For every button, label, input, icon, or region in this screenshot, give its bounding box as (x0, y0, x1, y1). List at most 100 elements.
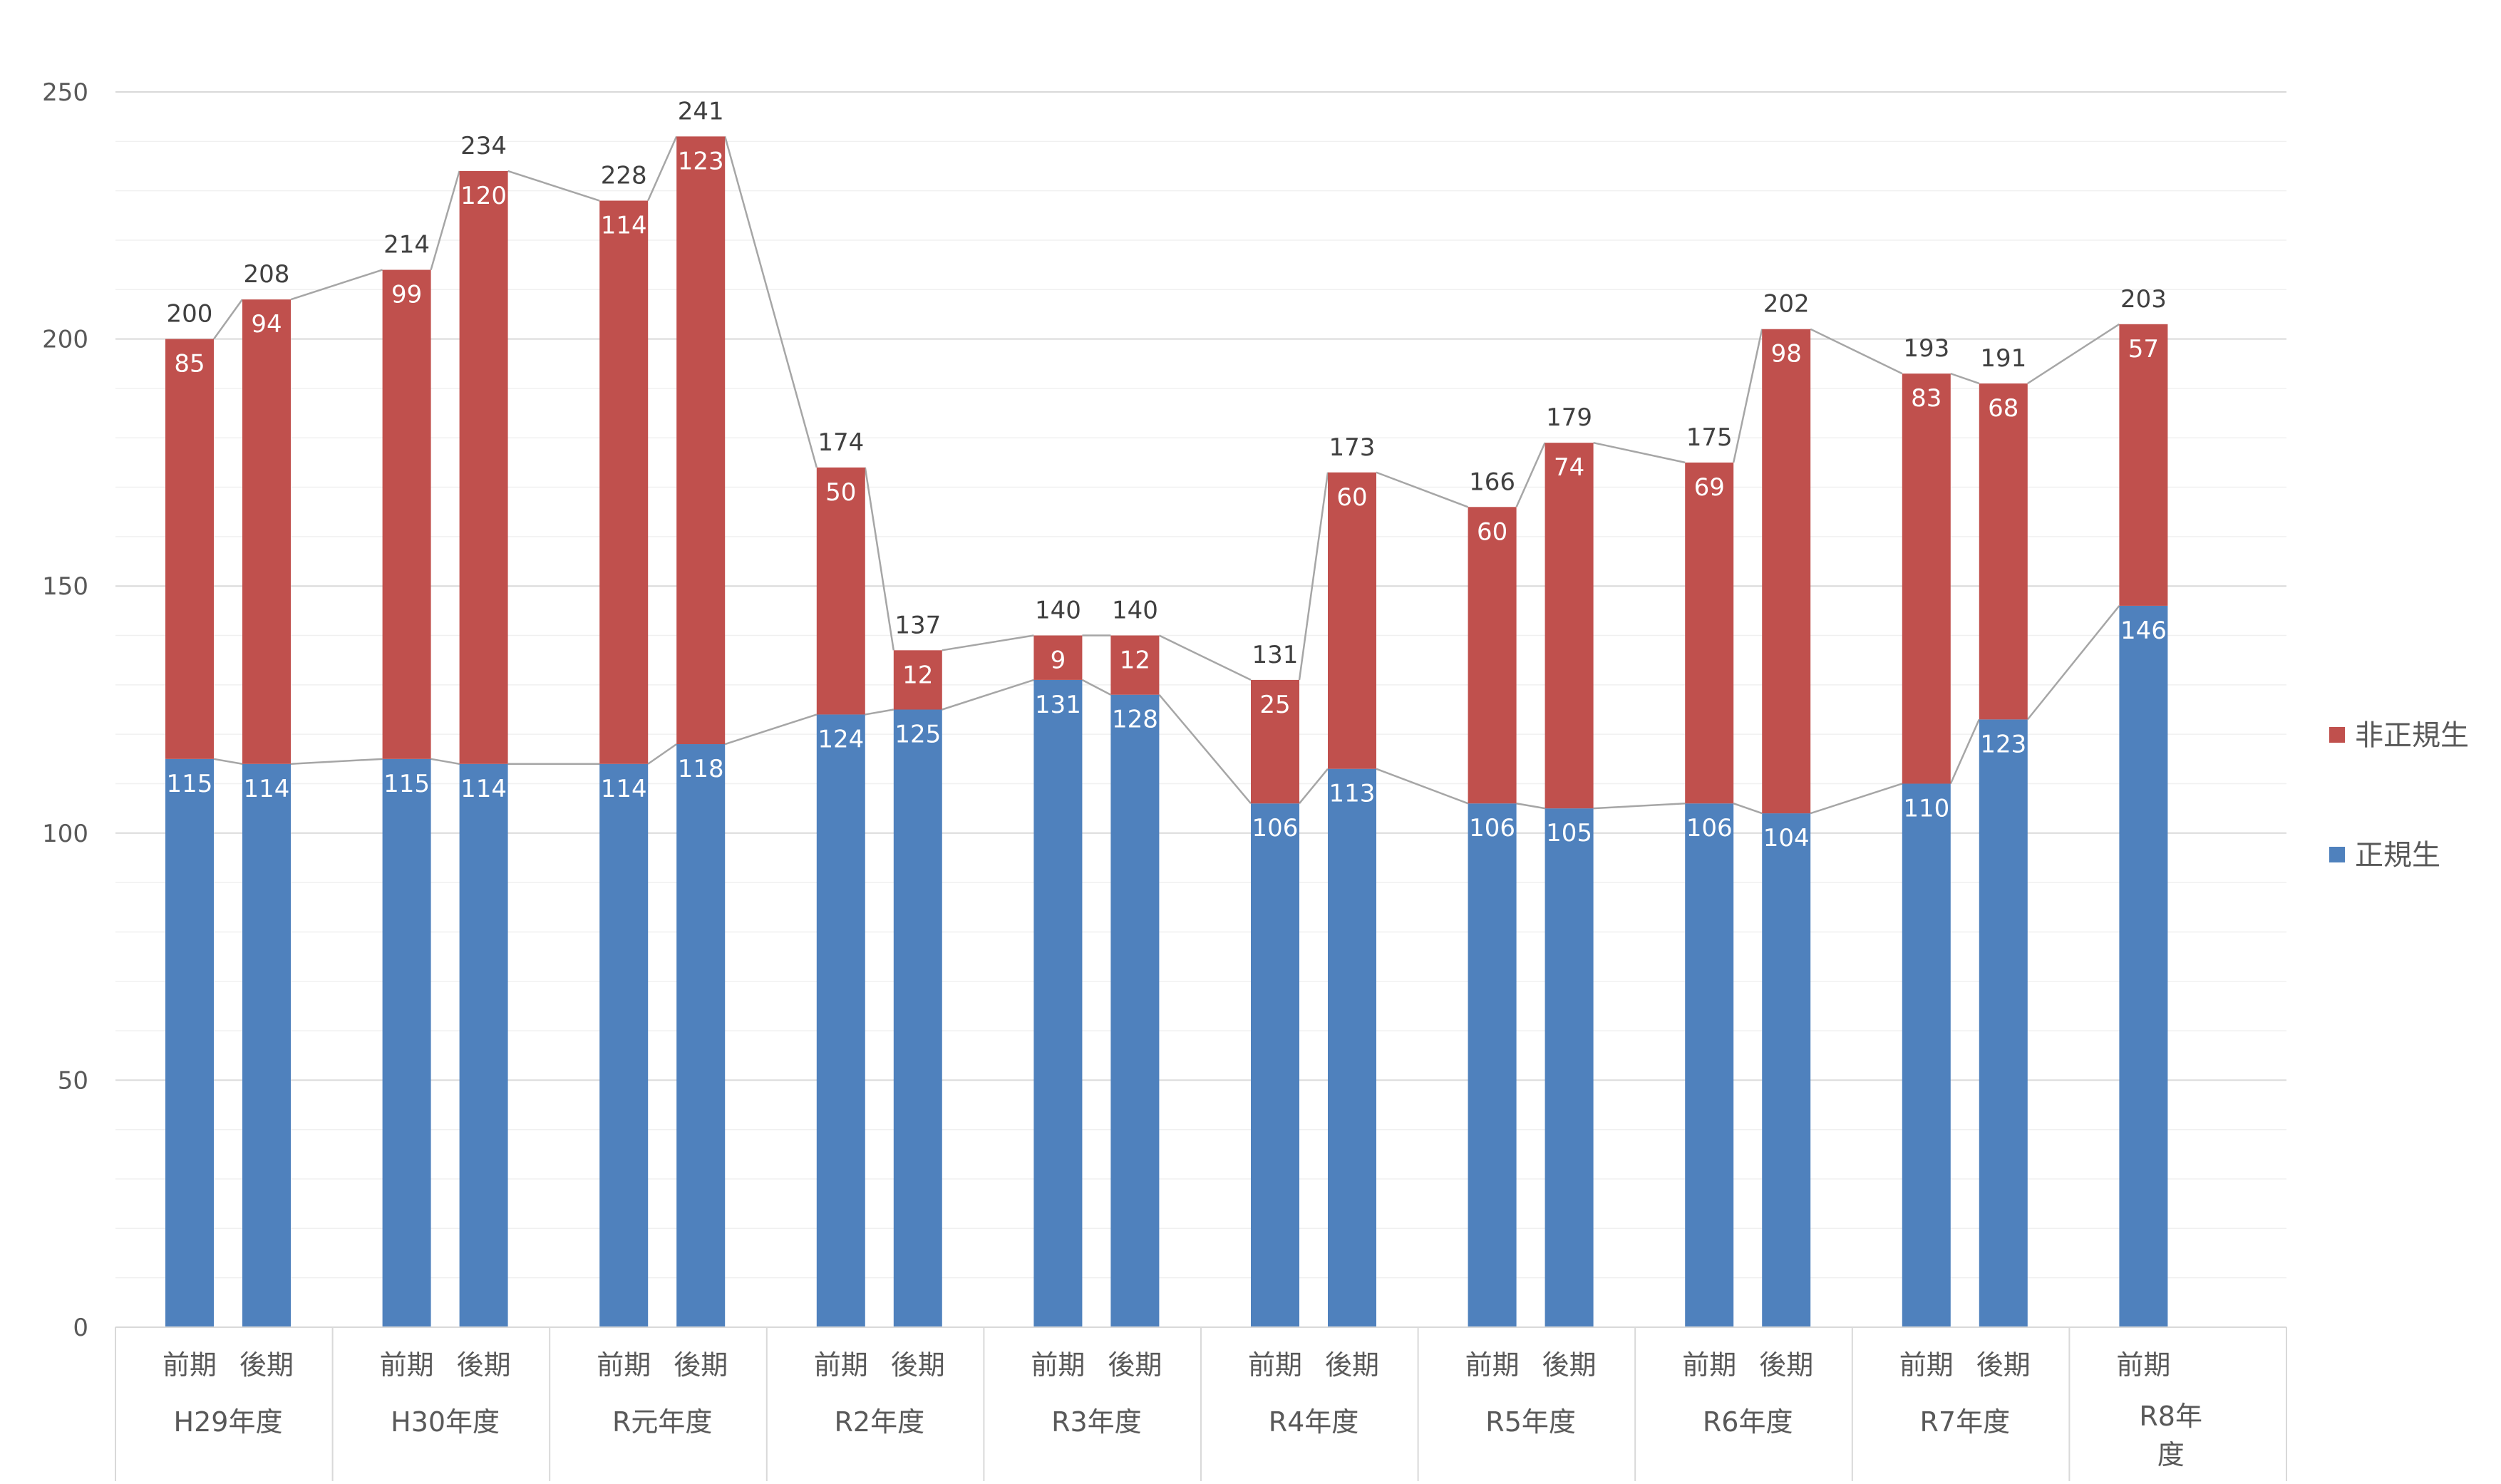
bar-seiki (1902, 783, 1951, 1327)
bar-seiki (1468, 803, 1517, 1327)
x-tick-label: 後期 (1325, 1349, 1379, 1381)
bar-seiki (1979, 719, 2028, 1327)
data-label-total: 241 (678, 97, 724, 125)
data-label-hiseiki: 25 (1259, 691, 1290, 719)
bar-hiseiki (816, 467, 865, 715)
data-label-hiseiki: 98 (1771, 340, 1802, 369)
y-tick-label: 100 (42, 820, 88, 848)
bar-seiki (382, 758, 431, 1327)
bar-hiseiki (676, 136, 726, 745)
y-tick-label: 250 (42, 78, 88, 107)
bar-hiseiki (382, 269, 431, 759)
bar-seiki (1762, 813, 1811, 1327)
data-label-seiki: 104 (1763, 824, 1810, 852)
group-label: R2年度 (835, 1406, 925, 1438)
data-label-seiki: 106 (1469, 814, 1515, 843)
data-label-total: 166 (1469, 468, 1515, 496)
y-axis: 0 50 100 150 200 250 (42, 78, 88, 1342)
bar-seiki (1685, 803, 1734, 1327)
connector-line-total (1515, 442, 1546, 507)
connector-line-total (290, 269, 383, 301)
x-axis: 前期 後期 前期 後期 前期 後期 前期 後期 前期 後期 前期 後期 前期 後期 前期 後期 前期 後期 前期H2… (115, 1326, 2287, 1481)
data-label-total: 140 (1035, 597, 1081, 625)
legend-swatch (2329, 727, 2345, 743)
group-label: R5年度 (1485, 1406, 1576, 1438)
x-tick-label: 前期 (380, 1349, 434, 1381)
data-label-seiki: 131 (1035, 691, 1081, 719)
legend-swatch (2329, 847, 2345, 862)
bar-seiki (1251, 803, 1299, 1327)
connector-line-seiki (647, 743, 677, 765)
connector-line-seiki (1081, 679, 1111, 696)
data-label-total: 174 (818, 428, 864, 457)
data-label-hiseiki: 83 (1911, 384, 1942, 413)
bar-hiseiki (599, 200, 649, 764)
connector-line-total (1732, 329, 1763, 463)
bar-hiseiki (1328, 472, 1376, 769)
connector-line-total (1810, 328, 1903, 375)
data-label-total: 234 (460, 132, 507, 160)
bar-seiki (1328, 768, 1376, 1327)
x-tick-label: 前期 (1899, 1349, 1954, 1381)
group-label: R元年度 (612, 1406, 712, 1438)
data-label-hiseiki: 60 (1477, 517, 1507, 546)
connector-line-seiki (1516, 802, 1545, 810)
connector-line-total (647, 135, 678, 202)
bar-hiseiki (165, 339, 214, 759)
bar-seiki (2119, 605, 2168, 1327)
data-label-total: 203 (2120, 285, 2167, 314)
connector-line-seiki (2026, 605, 2120, 721)
bar-seiki (242, 763, 291, 1327)
bar-seiki (1545, 808, 1594, 1327)
data-label-hiseiki: 9 (1051, 646, 1066, 675)
data-label-seiki: 105 (1546, 819, 1592, 847)
data-label-seiki: 125 (894, 721, 941, 749)
data-label-total: 202 (1763, 290, 1810, 319)
bars (165, 136, 2168, 1327)
data-label-hiseiki: 68 (1988, 394, 2018, 423)
y-tick-label: 0 (73, 1314, 88, 1342)
data-label-hiseiki: 123 (678, 147, 724, 175)
series-connector-lines (212, 135, 2120, 815)
x-tick-label: 前期 (597, 1349, 651, 1381)
data-label-total: 208 (244, 260, 290, 289)
connector-line-total (430, 170, 460, 270)
group-label: 度 (2157, 1439, 2185, 1470)
data-label-hiseiki: 50 (825, 478, 856, 507)
connector-line-seiki (865, 708, 894, 716)
bar-hiseiki (893, 650, 942, 710)
connector-line-total (1376, 471, 1469, 508)
x-tick-label: 後期 (239, 1349, 294, 1381)
data-label-total: 140 (1112, 597, 1158, 625)
data-label-seiki: 114 (601, 775, 647, 803)
group-label: H29年度 (174, 1406, 283, 1438)
x-tick-label: 後期 (1759, 1349, 1813, 1381)
bar-seiki (676, 744, 726, 1327)
bar-seiki (1110, 694, 1160, 1327)
data-label-hiseiki: 85 (174, 350, 205, 378)
group-label: R7年度 (1920, 1406, 2011, 1438)
data-label-hiseiki: 57 (2128, 335, 2159, 364)
x-tick-label: 前期 (1248, 1349, 1302, 1381)
connector-line-seiki (1810, 783, 1903, 815)
connector-line-total (723, 136, 818, 468)
connector-line-total (2027, 323, 2120, 385)
data-label-seiki: 106 (1252, 814, 1299, 843)
data-label-seiki: 128 (1112, 706, 1158, 734)
connector-line-seiki (1299, 768, 1329, 805)
data-label-hiseiki: 69 (1694, 473, 1725, 502)
connector-line-total (1298, 472, 1329, 681)
connector-line-seiki (290, 758, 383, 766)
connector-line-seiki (213, 758, 243, 765)
data-label-seiki: 106 (1686, 814, 1733, 843)
data-label-total: 179 (1546, 403, 1592, 432)
x-tick-label: 後期 (457, 1349, 511, 1381)
y-tick-label: 50 (58, 1066, 88, 1095)
x-tick-label: 後期 (674, 1349, 728, 1381)
data-label-seiki: 118 (678, 755, 724, 783)
connector-line-seiki (1733, 803, 1763, 815)
bar-hiseiki (1685, 462, 1734, 804)
bar-hiseiki (1902, 373, 1951, 784)
